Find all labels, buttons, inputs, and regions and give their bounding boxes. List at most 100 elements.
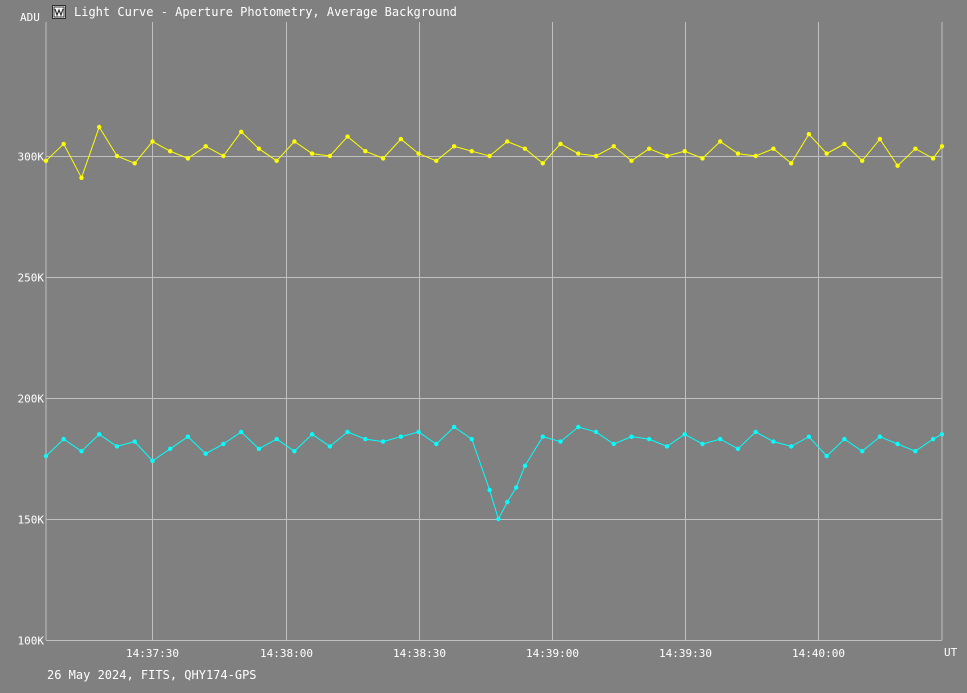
data-point xyxy=(203,451,208,456)
data-point xyxy=(114,153,120,159)
y-tick-label: 300K xyxy=(18,151,45,164)
data-point xyxy=(380,439,386,444)
x-tick-label: 14:40:00 xyxy=(792,647,845,660)
data-point xyxy=(309,432,315,437)
data-point xyxy=(469,149,474,154)
data-point xyxy=(61,141,66,147)
data-point xyxy=(753,429,758,435)
data-point xyxy=(700,441,705,447)
x-tick-label: 14:38:30 xyxy=(393,647,446,660)
y-axis-label: ADU xyxy=(20,11,40,24)
data-point xyxy=(505,139,510,144)
data-point xyxy=(256,146,262,151)
data-point xyxy=(700,156,705,161)
data-point xyxy=(487,153,492,159)
data-point xyxy=(292,139,297,144)
data-point xyxy=(895,163,900,168)
data-point xyxy=(842,141,847,147)
data-point xyxy=(239,429,244,435)
data-point xyxy=(860,449,865,454)
data-point xyxy=(256,446,262,451)
data-point xyxy=(558,439,563,444)
data-point xyxy=(363,149,368,154)
data-point xyxy=(895,441,900,447)
data-point xyxy=(682,149,687,154)
data-point xyxy=(771,146,776,151)
data-point xyxy=(913,449,918,454)
data-point xyxy=(913,146,918,151)
data-point xyxy=(824,453,829,459)
data-point xyxy=(97,124,102,130)
data-point xyxy=(132,161,137,166)
data-point xyxy=(576,151,581,156)
footer-info: 26 May 2024, FITS, QHY174-GPS xyxy=(47,668,257,682)
data-point xyxy=(398,434,404,439)
x-tick-label: 14:39:30 xyxy=(659,647,712,660)
data-point xyxy=(168,149,173,154)
data-point xyxy=(185,434,191,439)
data-point xyxy=(629,434,634,439)
data-point xyxy=(274,436,279,442)
data-point xyxy=(522,463,528,468)
data-point xyxy=(451,424,457,430)
data-point xyxy=(203,144,208,149)
data-point xyxy=(292,449,297,454)
data-point xyxy=(398,136,404,142)
data-point xyxy=(682,432,687,437)
data-point xyxy=(61,436,66,442)
data-point xyxy=(114,444,120,449)
data-point xyxy=(718,436,723,442)
data-point xyxy=(611,144,616,149)
light-curve-app-icon[interactable] xyxy=(52,5,66,19)
data-point xyxy=(487,487,492,493)
data-point xyxy=(434,158,439,163)
data-point xyxy=(79,175,84,180)
data-point xyxy=(221,153,226,159)
data-point xyxy=(496,516,501,522)
data-point xyxy=(806,434,812,439)
grid-lines xyxy=(45,22,943,641)
data-point xyxy=(274,158,279,163)
data-point xyxy=(43,158,49,163)
data-point xyxy=(522,146,528,151)
data-point xyxy=(576,424,581,430)
series-layer xyxy=(43,124,945,522)
data-point xyxy=(930,436,936,442)
data-point xyxy=(647,146,652,151)
data-point xyxy=(79,449,84,454)
data-point xyxy=(789,444,794,449)
x-axis-unit: UT xyxy=(944,646,958,659)
data-point xyxy=(514,485,519,490)
data-point xyxy=(735,151,741,156)
data-point xyxy=(168,446,173,451)
data-point xyxy=(416,429,421,435)
data-point xyxy=(647,436,652,442)
data-point xyxy=(930,156,936,161)
data-point xyxy=(860,158,865,163)
data-point xyxy=(239,129,244,134)
data-point xyxy=(540,434,545,439)
data-point xyxy=(185,156,191,161)
data-point xyxy=(150,139,155,144)
data-point xyxy=(505,499,510,505)
data-point xyxy=(221,441,226,447)
x-tick-label: 14:38:00 xyxy=(260,647,313,660)
data-point xyxy=(150,458,155,464)
data-point xyxy=(877,434,883,439)
data-point xyxy=(345,134,350,139)
y-tick-label: 200K xyxy=(18,393,45,406)
series-line xyxy=(45,426,943,521)
data-point xyxy=(345,429,350,435)
y-tick-label: 100K xyxy=(18,635,45,648)
data-point xyxy=(363,436,368,442)
data-point xyxy=(327,153,333,159)
data-point xyxy=(309,151,315,156)
data-point xyxy=(380,156,386,161)
y-tick-label: 150K xyxy=(18,514,45,527)
y-tick-label: 250K xyxy=(18,272,45,285)
data-point xyxy=(753,153,758,159)
data-point xyxy=(132,439,137,444)
data-point xyxy=(540,161,545,166)
data-point xyxy=(593,153,599,159)
data-point xyxy=(842,436,847,442)
